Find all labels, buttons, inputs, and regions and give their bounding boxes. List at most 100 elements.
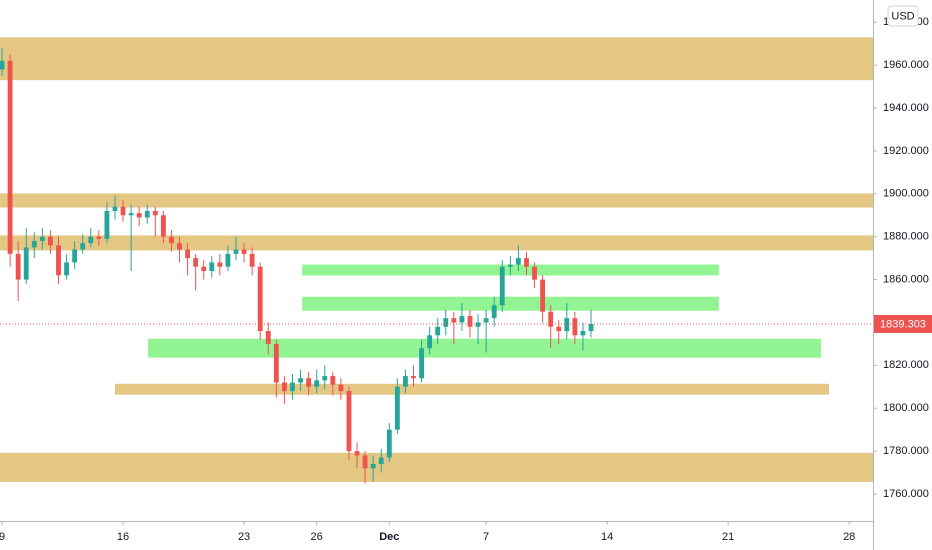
candle-body: [233, 249, 239, 254]
last-price-label: 1839.303: [880, 318, 926, 330]
currency-label: USD: [891, 10, 914, 22]
x-tick-label: 7: [483, 531, 489, 543]
zone: [148, 338, 821, 358]
candle-body: [128, 213, 134, 216]
candle-body: [64, 262, 69, 276]
candle-body: [160, 215, 166, 237]
candle-body: [136, 213, 142, 218]
candle-body: [532, 266, 537, 280]
candle-body: [56, 245, 61, 276]
y-tick-label: 1900.000: [883, 188, 929, 200]
candle-body: [403, 376, 408, 387]
candle-body: [459, 316, 465, 323]
y-tick-label: 1880.000: [883, 231, 929, 243]
candle-body: [120, 206, 126, 216]
candle-body: [556, 326, 562, 332]
candle-body: [540, 279, 546, 312]
candle-body: [112, 206, 118, 211]
candle-body: [7, 60, 13, 254]
zone: [0, 193, 873, 208]
y-tick-label: 1860.000: [883, 273, 929, 285]
candle-body: [515, 258, 521, 265]
zone: [302, 296, 719, 311]
candle-body: [144, 210, 150, 218]
candle-body: [257, 266, 263, 332]
y-tick-label: 1780.000: [883, 445, 929, 457]
candle-body: [249, 253, 255, 267]
candle-body: [427, 335, 433, 349]
candle-body: [314, 380, 320, 387]
zone: [0, 235, 873, 251]
candle-body: [152, 210, 158, 216]
y-tick-label: 1940.000: [883, 102, 929, 114]
candle-body: [378, 457, 384, 464]
candle-body: [580, 331, 586, 336]
candle-body: [491, 305, 497, 319]
y-tick-label: 1820.000: [883, 359, 929, 371]
candle-body: [564, 318, 570, 332]
candle-body: [88, 236, 94, 244]
candle-body: [411, 376, 416, 379]
candle-body: [572, 318, 578, 336]
candle-body: [346, 391, 352, 452]
candle-body: [193, 258, 199, 267]
candle-body: [588, 323, 594, 332]
candle-body: [290, 382, 295, 392]
candle-body: [483, 318, 489, 323]
candle-body: [419, 348, 424, 379]
candle-body: [386, 429, 392, 458]
x-tick-label: 26: [311, 531, 323, 543]
candle-body: [273, 343, 279, 383]
candle-body: [524, 258, 529, 267]
x-tick-label: 21: [722, 531, 734, 543]
y-tick-label: 1960.000: [883, 59, 929, 71]
candle-body: [23, 247, 29, 280]
candle-body: [499, 266, 505, 306]
candle-body: [217, 262, 223, 267]
candle-body: [354, 451, 360, 456]
candle-body: [362, 455, 368, 469]
candle-body: [225, 253, 231, 267]
candle-body: [338, 384, 344, 392]
x-tick-label: 23: [238, 531, 250, 543]
candle-body: [435, 326, 441, 336]
candle-body: [0, 60, 5, 70]
plot: [0, 48, 873, 484]
candle-body: [507, 264, 513, 267]
candle-body: [39, 236, 45, 241]
candle-body: [298, 378, 303, 383]
candle-body: [265, 331, 271, 344]
candle-body: [322, 376, 328, 381]
candle-body: [241, 249, 247, 254]
candle-body: [31, 240, 37, 248]
zone: [114, 383, 830, 395]
candle-body: [443, 318, 449, 327]
zone: [0, 37, 873, 81]
candle-body: [330, 376, 336, 385]
y-tick-label: 1920.000: [883, 145, 929, 157]
y-tick-label: 1800.000: [883, 402, 929, 414]
candle-body: [281, 382, 287, 392]
last-price-box: [874, 314, 932, 333]
candle-body: [201, 266, 207, 272]
candle-body: [306, 378, 312, 387]
candle-body: [15, 253, 21, 280]
x-tick-label: 28: [843, 531, 855, 543]
candle-body: [72, 249, 78, 263]
candle-body: [467, 316, 473, 327]
candle-body: [394, 386, 400, 430]
candle-body: [104, 210, 110, 239]
y-tick-label: 1760.000: [883, 488, 929, 500]
candle-body: [96, 236, 102, 239]
candle-body: [209, 262, 215, 272]
x-tick-label: 14: [601, 531, 613, 543]
candle-body: [370, 463, 376, 469]
x-tick-label: 9: [0, 531, 5, 543]
candle-body: [451, 318, 457, 323]
candle-body: [185, 249, 191, 259]
x-tick-label: 16: [117, 531, 129, 543]
candle-body: [169, 236, 174, 244]
candle-body: [48, 236, 53, 246]
candle-body: [548, 311, 554, 327]
